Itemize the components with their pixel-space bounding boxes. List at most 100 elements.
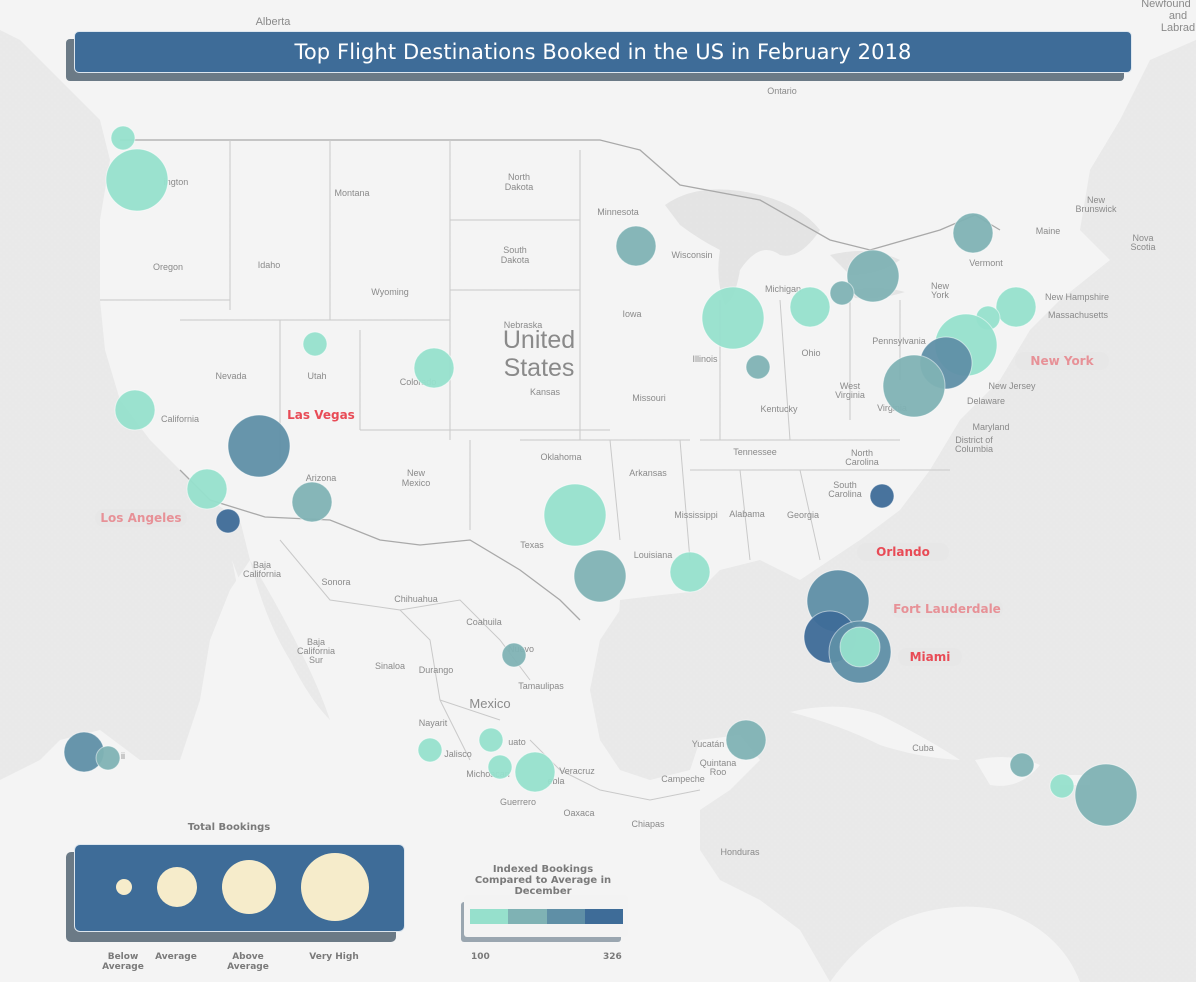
geo-label: and [1169, 10, 1187, 22]
geo-label: Carolina [845, 457, 879, 467]
geo-label: Brunswick [1075, 204, 1117, 214]
destination-bubble[interactable] [291, 481, 333, 523]
geo-label: Columbia [955, 444, 993, 454]
geo-label: Oaxaca [563, 808, 594, 818]
geo-label: Newfound [1141, 0, 1191, 10]
destination-bubble[interactable] [745, 354, 771, 380]
geo-label: Tamaulipas [518, 681, 564, 691]
geo-label: California [297, 646, 335, 656]
geo-label: West [840, 381, 861, 391]
destination-bubble[interactable] [869, 483, 895, 509]
title-bar: Top Flight Destinations Booked in the US… [74, 31, 1132, 73]
geo-label: Michoacan [466, 769, 510, 779]
destination-bubbles[interactable] [63, 125, 1138, 827]
destination-bubble[interactable] [227, 414, 291, 478]
color-legend-title: Indexed Bookings Compared to Average in … [474, 864, 612, 897]
destination-bubble[interactable] [701, 286, 765, 350]
geo-label: Texas [520, 540, 544, 550]
geo-label: Alabama [729, 509, 765, 519]
destination-bubble[interactable] [543, 483, 607, 547]
destination-bubble[interactable] [110, 125, 136, 151]
geo-label: ebla [547, 776, 564, 786]
geo-label: Colorado [400, 377, 437, 387]
destination-bubble[interactable] [413, 347, 455, 389]
destination-bubble[interactable] [789, 286, 831, 328]
destination-bubble[interactable] [846, 249, 900, 303]
destination-bubble[interactable] [1009, 752, 1035, 778]
geo-label: Arkansas [629, 468, 667, 478]
size-legend-circle [301, 853, 369, 921]
destination-bubble[interactable] [105, 148, 169, 212]
geo-label: Massachusetts [1048, 310, 1109, 320]
geo-label: Louisiana [634, 550, 673, 560]
size-legend-label-below: Below Average [102, 952, 144, 972]
geo-label: Jalisco [444, 749, 472, 759]
destination-bubble[interactable] [1074, 763, 1138, 827]
destination-bubble[interactable] [302, 331, 328, 357]
page-title: Top Flight Destinations Booked in the US… [294, 40, 912, 64]
geo-label: Baja [253, 560, 271, 570]
destination-bubble[interactable] [952, 212, 994, 254]
geo-label: Vermont [969, 258, 1003, 268]
destination-bubble[interactable] [725, 719, 767, 761]
destination-bubble[interactable] [514, 751, 556, 793]
city-label: Las Vegas [287, 408, 355, 422]
geo-label: Oregon [153, 262, 183, 272]
city-label: New York [1030, 354, 1094, 368]
geo-label: York [931, 290, 949, 300]
destination-bubble[interactable] [1049, 773, 1075, 799]
geo-label: Labrad [1161, 22, 1195, 34]
geo-label: Maine [1036, 226, 1061, 236]
city-label-pill [891, 600, 1003, 618]
destination-bubble[interactable] [995, 286, 1037, 328]
size-legend-circle [157, 867, 197, 907]
geo-label: Montana [334, 188, 369, 198]
destination-bubble[interactable] [417, 737, 443, 763]
geo-label: Campeche [661, 774, 705, 784]
destination-bubble[interactable] [501, 642, 527, 668]
geo-label: Kansas [530, 387, 561, 397]
geo-label: Idaho [258, 260, 281, 270]
destination-bubble[interactable] [95, 745, 121, 771]
destination-bubble[interactable] [615, 225, 657, 267]
destination-bubble[interactable] [829, 280, 855, 306]
geo-label: Utah [307, 371, 326, 381]
geo-label: uato [508, 737, 526, 747]
color-ramp-step [546, 909, 585, 924]
size-legend-circles [116, 853, 369, 921]
geo-label: States [504, 354, 575, 382]
destination-bubble[interactable] [215, 508, 241, 534]
destination-bubble[interactable] [882, 354, 946, 418]
geo-label: Yucatán [692, 739, 725, 749]
destination-bubble[interactable] [669, 551, 711, 593]
geo-label: Dakota [505, 182, 534, 192]
geo-label: Pennsylvania [872, 336, 926, 346]
size-legend-label-average: Average [155, 952, 197, 962]
size-legend-label-above: Above Average [227, 952, 269, 972]
destination-bubble[interactable] [114, 389, 156, 431]
geo-label: Michigan [765, 284, 801, 294]
destination-bubble[interactable] [487, 754, 513, 780]
geo-label: Durango [419, 665, 454, 675]
geo-label: New Hampshire [1045, 292, 1109, 302]
city-label-pill [857, 543, 949, 561]
destination-bubble[interactable] [478, 727, 504, 753]
size-legend-title: Total Bookings [187, 822, 271, 833]
city-label: Miami [910, 650, 951, 664]
geo-label: Tennessee [733, 447, 777, 457]
destination-bubble[interactable] [186, 468, 228, 510]
city-label: Los Angeles [100, 511, 181, 525]
city-label: Orlando [876, 545, 930, 559]
geo-label: Carolina [828, 489, 862, 499]
geo-label: Nova [1132, 233, 1153, 243]
destination-bubble[interactable] [839, 626, 881, 668]
destination-bubble[interactable] [573, 549, 627, 603]
geo-label: Mexico [402, 478, 431, 488]
color-legend-min: 100 [471, 952, 490, 962]
geo-label: Oklahoma [540, 452, 581, 462]
geo-label: California [161, 414, 199, 424]
